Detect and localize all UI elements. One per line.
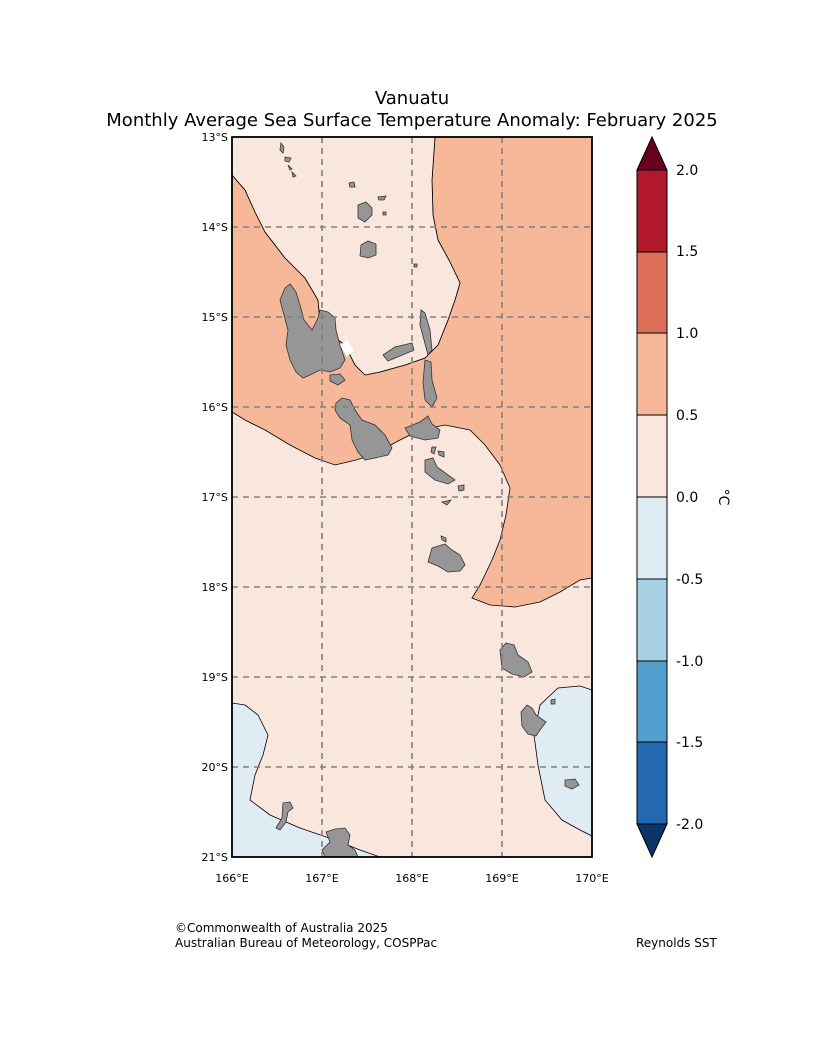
cb-tick-0.0: 0.0: [676, 490, 698, 506]
island-epi: [424, 457, 456, 485]
island-small-d: [413, 263, 418, 268]
island-torres-3: [287, 164, 297, 178]
lon-tick-170: 170°E: [575, 872, 608, 885]
island-espiritu-santo: [279, 283, 346, 379]
lat-tick-18: 18°S: [202, 581, 228, 594]
colorbar-band-neg0.5-0.0: [637, 497, 667, 579]
island-torres-2: [284, 156, 292, 163]
cb-tick-1.0: 1.0: [676, 326, 698, 342]
island-vanua-lava: [357, 201, 373, 223]
lon-tick-labels: 166°E 167°E 168°E 169°E 170°E: [215, 872, 608, 885]
footer-agency: Australian Bureau of Meteorology, COSPPa…: [175, 936, 438, 950]
lat-tick-15: 15°S: [202, 311, 228, 324]
colorbar-band-0.0-0.5: [637, 415, 667, 497]
island-aneityum: [564, 778, 580, 790]
colorbar-band-neg2.0-neg1.5: [637, 742, 667, 824]
island-paama: [430, 446, 437, 455]
lon-tick-168: 168°E: [395, 872, 428, 885]
colorbar-band-1.0-1.5: [637, 252, 667, 333]
footer-copyright: ©Commonwealth of Australia 2025: [175, 921, 388, 935]
island-loyalty-a: [275, 801, 294, 831]
island-lopevi: [437, 450, 445, 458]
island-gaua: [359, 240, 377, 259]
colorbar: 2.0 1.5 1.0 0.5 0.0 -0.5 -1.0 -1.5 -2.0 …: [636, 135, 731, 859]
anomaly-zone-neg-sw: [232, 702, 381, 857]
lon-tick-167: 167°E: [305, 872, 338, 885]
island-torres: [279, 141, 285, 154]
cb-tick-2.0: 2.0: [676, 163, 698, 179]
island-tongoa: [457, 484, 465, 492]
anomaly-zone-neg-se: [533, 685, 592, 837]
lon-tick-169: 169°E: [485, 872, 518, 885]
colorbar-band-1.5-2.0: [637, 170, 667, 252]
graticule: [232, 137, 592, 857]
land-masses: [275, 141, 580, 857]
lat-tick-14: 14°S: [202, 221, 228, 234]
colorbar-band-0.5-1.0: [637, 333, 667, 415]
colorbar-extend-bottom: [636, 823, 668, 859]
footer-credits: ©Commonwealth of Australia 2025 Australi…: [175, 921, 437, 951]
island-erromango: [499, 642, 533, 678]
cb-tick-neg0.5: -0.5: [676, 572, 703, 588]
island-small-c: [382, 211, 387, 216]
colorbar-extend-top: [636, 135, 668, 171]
lat-tick-13: 13°S: [202, 131, 228, 144]
lat-tick-21: 21°S: [202, 851, 228, 864]
map-frame: [231, 136, 593, 858]
island-maewo: [419, 309, 433, 356]
island-loyalty-b: [321, 827, 359, 857]
island-ambrym: [404, 415, 441, 441]
lat-tick-19: 19°S: [202, 671, 228, 684]
anomaly-zone-0-0.5-north: [232, 137, 461, 376]
island-small-f: [440, 535, 447, 543]
colorbar-band-neg1.5-neg1.0: [637, 661, 667, 742]
cb-tick-neg2.0: -2.0: [676, 817, 703, 833]
map-subtitle: Monthly Average Sea Surface Temperature …: [106, 110, 718, 131]
island-small-b: [377, 195, 387, 201]
island-small-e: [440, 499, 453, 506]
island-small-a: [348, 181, 356, 188]
cb-tick-1.5: 1.5: [676, 244, 698, 260]
cb-tick-neg1.0: -1.0: [676, 654, 703, 670]
island-pentecost: [422, 359, 438, 408]
lat-tick-20: 20°S: [202, 761, 228, 774]
lat-tick-labels: 13°S 14°S 15°S 16°S 17°S 18°S 19°S 20°S …: [202, 131, 228, 864]
lon-tick-166: 166°E: [215, 872, 248, 885]
footer-dataset: Reynolds SST: [636, 936, 717, 950]
lat-tick-16: 16°S: [202, 401, 228, 414]
island-small-g: [550, 698, 556, 705]
island-tanna: [520, 704, 547, 737]
land-gap-marker: [340, 340, 354, 357]
colorbar-tick-labels: 2.0 1.5 1.0 0.5 0.0 -0.5 -1.0 -1.5 -2.0: [676, 163, 703, 833]
island-ambae: [382, 342, 415, 362]
island-malo: [329, 373, 346, 386]
map-title: Vanuatu: [374, 88, 450, 109]
cb-tick-neg1.5: -1.5: [676, 735, 703, 751]
island-efate: [427, 543, 466, 573]
colorbar-band-neg1.0-neg0.5: [637, 579, 667, 661]
cb-tick-0.5: 0.5: [676, 408, 698, 424]
lat-tick-17: 17°S: [202, 491, 228, 504]
colorbar-unit-label: °C: [715, 489, 731, 506]
